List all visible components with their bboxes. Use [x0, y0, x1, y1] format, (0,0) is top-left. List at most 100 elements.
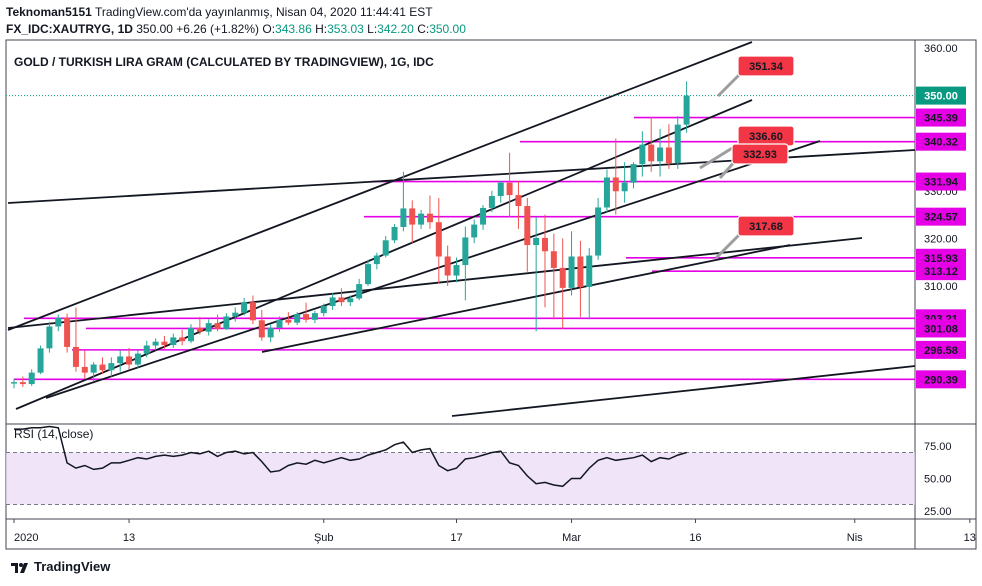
- candle-body[interactable]: [161, 341, 168, 346]
- candle-body[interactable]: [683, 95, 690, 125]
- candle-body[interactable]: [64, 317, 71, 347]
- candle-body[interactable]: [577, 256, 584, 287]
- tradingview-logo[interactable]: TradingView: [10, 559, 110, 574]
- candle-body[interactable]: [391, 226, 398, 241]
- candle-body[interactable]: [152, 341, 159, 346]
- candle-body[interactable]: [453, 265, 460, 276]
- candle-body[interactable]: [480, 207, 487, 225]
- candle-body[interactable]: [524, 206, 531, 246]
- candle-body[interactable]: [497, 182, 504, 197]
- channel-upper-line[interactable]: [7, 41, 753, 331]
- candle-body[interactable]: [303, 314, 310, 320]
- candle-body[interactable]: [46, 326, 53, 349]
- candle-body[interactable]: [205, 323, 212, 332]
- callout-text: 336.60: [749, 131, 783, 143]
- candle-body[interactable]: [418, 213, 425, 225]
- candle-body[interactable]: [276, 319, 283, 328]
- callout-box[interactable]: [737, 55, 795, 77]
- long-support-line[interactable]: [7, 237, 863, 329]
- candle-body[interactable]: [559, 267, 566, 288]
- rsi-pane[interactable]: 75.00 50.00 25.00: [6, 425, 952, 519]
- candle-body[interactable]: [28, 372, 35, 385]
- price-tick-label: 360.00: [924, 43, 958, 55]
- candle-body[interactable]: [568, 256, 575, 288]
- candle-body[interactable]: [90, 364, 97, 373]
- candle-body[interactable]: [426, 213, 433, 223]
- price-labels: 350.00 345.39 340.32 331.94 324.57 315.93313.…: [916, 86, 966, 389]
- candle-body[interactable]: [347, 298, 354, 303]
- candle-body[interactable]: [179, 337, 186, 342]
- candle-body[interactable]: [365, 264, 371, 285]
- level-price-tag: [916, 207, 966, 226]
- candle-body[interactable]: [338, 297, 345, 303]
- candle-body[interactable]: [126, 356, 133, 365]
- candle-body[interactable]: [665, 147, 672, 164]
- candle-body[interactable]: [639, 144, 646, 165]
- candle-body[interactable]: [170, 337, 177, 346]
- candle-body[interactable]: [249, 302, 256, 321]
- candle-body[interactable]: [648, 144, 655, 162]
- candle-body[interactable]: [630, 164, 637, 183]
- time-tick-label: Mar: [562, 532, 581, 544]
- candle-body[interactable]: [586, 255, 593, 287]
- candle-body[interactable]: [55, 317, 62, 327]
- candle-body[interactable]: [462, 237, 469, 266]
- candle-body[interactable]: [134, 353, 141, 365]
- candle-body[interactable]: [444, 256, 451, 276]
- channel-lower-line[interactable]: [45, 140, 821, 399]
- candle-body[interactable]: [329, 297, 336, 306]
- candle-body[interactable]: [267, 327, 274, 338]
- candle-body[interactable]: [515, 195, 522, 207]
- candle-body[interactable]: [488, 196, 495, 208]
- candle-body[interactable]: [19, 382, 26, 385]
- candle-body[interactable]: [143, 345, 150, 354]
- candle-body[interactable]: [72, 346, 79, 367]
- candle-body[interactable]: [550, 251, 557, 268]
- candle-body[interactable]: [320, 305, 327, 314]
- candle-body[interactable]: [595, 207, 602, 256]
- author-name[interactable]: Teknoman5151: [6, 5, 92, 19]
- candles[interactable]: [11, 81, 690, 389]
- candle-body[interactable]: [542, 237, 548, 252]
- candle-body[interactable]: [232, 312, 239, 317]
- candle-body[interactable]: [117, 356, 124, 364]
- publish-info: Teknoman5151 TradingView.com'da yayınlan…: [6, 5, 433, 19]
- candle-body[interactable]: [621, 182, 628, 192]
- candle-body[interactable]: [285, 319, 292, 323]
- candle-body[interactable]: [37, 348, 44, 373]
- candle-body[interactable]: [108, 363, 115, 371]
- rsi-label: RSI (14, close): [14, 427, 93, 441]
- time-axis[interactable]: 2020 13 Şub 17 Mar 16 Nis 13: [13, 519, 976, 544]
- candle-body[interactable]: [311, 313, 318, 320]
- candle-body[interactable]: [99, 364, 106, 371]
- candle-body[interactable]: [506, 182, 513, 196]
- candle-body[interactable]: [356, 284, 363, 299]
- candle-body[interactable]: [382, 240, 389, 256]
- candle-body[interactable]: [223, 316, 230, 329]
- candle-body[interactable]: [409, 208, 416, 225]
- callout-box[interactable]: [737, 215, 795, 237]
- candle-body[interactable]: [657, 147, 664, 162]
- candle-body[interactable]: [435, 222, 442, 257]
- candle-body[interactable]: [471, 224, 478, 238]
- candle-body[interactable]: [612, 177, 619, 192]
- candle-body[interactable]: [674, 124, 681, 164]
- candle-body[interactable]: [241, 302, 248, 313]
- candle-body[interactable]: [533, 237, 540, 246]
- candle-body[interactable]: [258, 320, 265, 338]
- candle-body[interactable]: [196, 327, 203, 332]
- candle-body[interactable]: [400, 208, 407, 227]
- short-support-line[interactable]: [261, 244, 791, 353]
- rsi-line[interactable]: [14, 425, 687, 488]
- level-price-tag-text: 296.58: [924, 345, 958, 357]
- candle-body[interactable]: [603, 177, 610, 208]
- candle-body[interactable]: [188, 327, 194, 342]
- candle-body[interactable]: [214, 323, 221, 329]
- candle-body[interactable]: [11, 382, 17, 384]
- callout-box[interactable]: [731, 143, 789, 165]
- candle-body[interactable]: [294, 314, 301, 323]
- candle-body[interactable]: [81, 366, 88, 373]
- candle-body[interactable]: [373, 255, 380, 265]
- base-trend-line[interactable]: [451, 365, 916, 417]
